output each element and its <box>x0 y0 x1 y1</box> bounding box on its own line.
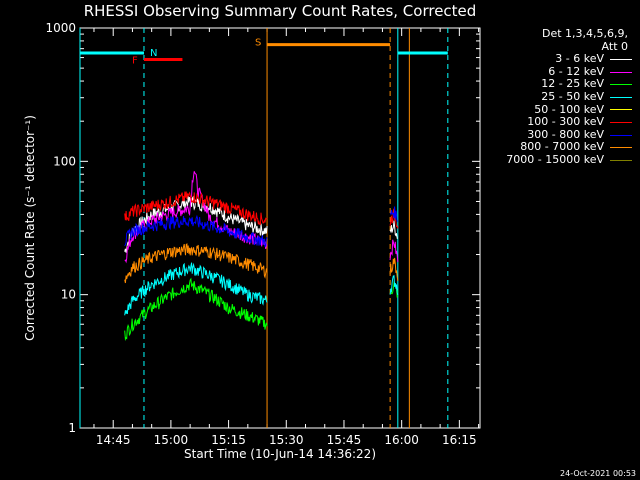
x-tick-label: 15:30 <box>269 433 304 447</box>
series-line <box>124 214 268 248</box>
legend-swatch <box>610 58 632 60</box>
legend-entry: 50 - 100 keV <box>470 102 632 117</box>
chart-title: RHESSI Observing Summary Count Rates, Co… <box>83 2 477 20</box>
legend-entry: 100 - 300 keV <box>470 116 632 129</box>
legend-entry: 6 - 12 keV <box>470 64 632 79</box>
legend-label: 12 - 25 keV <box>541 77 604 91</box>
series-line <box>389 220 398 239</box>
legend-swatch <box>610 84 632 86</box>
x-tick-label: 14:45 <box>96 433 131 447</box>
x-axis-label: Start Time (10-Jun-14 14:36:22) <box>184 447 376 461</box>
legend-header-att: Att 0 <box>601 39 628 53</box>
legend-label: 25 - 50 keV <box>541 89 604 103</box>
series-line <box>124 243 268 284</box>
legend-swatch <box>610 134 632 136</box>
legend-label: 100 - 300 keV <box>527 115 604 129</box>
legend-header-det: Det 1,3,4,5,6,9, <box>541 27 628 40</box>
legend-entry: 7000 - 15000 keV <box>470 152 632 167</box>
legend-swatch <box>610 121 632 123</box>
legend-swatch <box>610 109 632 111</box>
y-tick-label: 1000 <box>45 21 76 35</box>
legend-label: 800 - 7000 keV <box>520 140 604 154</box>
legend-swatch <box>610 71 632 73</box>
legend-label: 50 - 100 keV <box>534 102 604 116</box>
y-tick-label: 1 <box>68 421 76 435</box>
flag-label: N <box>150 48 157 59</box>
legend-entry: 300 - 800 keV <box>470 127 632 142</box>
legend-entry: 3 - 6 keV <box>470 53 632 66</box>
x-tick-label: 16:15 <box>442 433 477 447</box>
series-line <box>124 262 268 316</box>
y-tick-label: 10 <box>61 288 76 302</box>
flag-label: S <box>255 38 261 49</box>
legend-swatch <box>610 96 632 98</box>
legend-label: 7000 - 15000 keV <box>506 152 604 166</box>
x-tick-label: 15:15 <box>211 433 246 447</box>
series-line <box>124 277 268 342</box>
legend-label: 300 - 800 keV <box>527 127 604 141</box>
legend-swatch <box>610 159 632 161</box>
x-tick-label: 16:00 <box>384 433 419 447</box>
legend-entry: 800 - 7000 keV <box>470 141 632 154</box>
y-tick-label: 100 <box>53 154 76 168</box>
series-line <box>389 239 399 263</box>
legend-entry: 12 - 25 keV <box>470 78 632 91</box>
x-tick-label: 15:00 <box>154 433 189 447</box>
legend-swatch <box>610 147 632 149</box>
legend-label: 6 - 12 keV <box>548 64 604 78</box>
series-line <box>389 257 399 281</box>
series-line <box>389 275 399 296</box>
legend: Det 1,3,4,5,6,9, Att 0 3 - 6 keV 6 - 12 k… <box>470 27 632 167</box>
footer-date: 24-Oct-2021 00:53 <box>560 469 636 478</box>
legend-label: 3 - 6 keV <box>555 52 604 66</box>
x-tick-label: 15:45 <box>327 433 362 447</box>
series-line <box>124 191 268 226</box>
legend-entry: 25 - 50 keV <box>470 89 632 104</box>
series-line <box>124 171 268 264</box>
y-axis-label: Corrected Count Rate (s⁻¹ detector⁻¹) <box>23 115 37 341</box>
flag-label: F <box>132 56 138 67</box>
series-line <box>389 206 398 222</box>
